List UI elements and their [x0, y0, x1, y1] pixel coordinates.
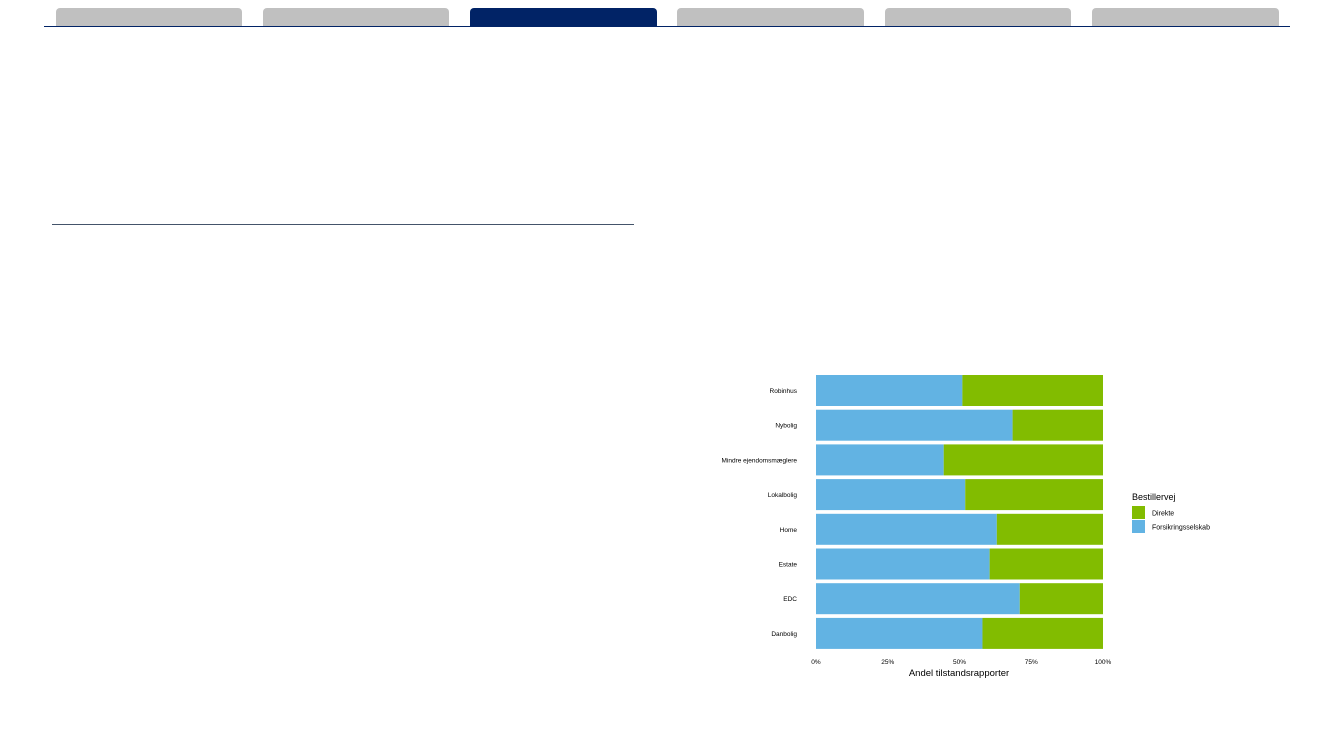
tab-5[interactable] — [885, 8, 1071, 27]
x-tick-label: 50% — [953, 659, 966, 666]
tab-bar-divider — [44, 26, 1290, 27]
bar-direkte-3 — [965, 479, 1103, 511]
x-tick-label: 75% — [1025, 659, 1038, 666]
bar-forsikringsselskab-2 — [816, 444, 944, 476]
category-label: Mindre ejendomsmæglere — [721, 457, 797, 464]
bar-forsikringsselskab-0 — [816, 375, 963, 406]
category-label: Danbolig — [771, 631, 797, 638]
category-label: Nybolig — [775, 423, 797, 430]
bar-direkte-7 — [982, 617, 1103, 649]
tab-bar — [0, 0, 1333, 28]
legend-label: Direkte — [1152, 511, 1174, 518]
tab-4[interactable] — [677, 8, 864, 27]
bar-direkte-5 — [989, 548, 1103, 580]
bar-forsikringsselskab-7 — [816, 617, 983, 649]
section-divider — [52, 224, 634, 225]
bars-group — [816, 375, 1103, 649]
x-tick-labels: 0% 25% 50% 75% 100% — [811, 659, 1111, 666]
bar-forsikringsselskab-4 — [816, 513, 997, 545]
legend: Bestillervej Direkte Forsikringsselskab — [1132, 492, 1210, 533]
x-axis-label: Andel tilstandsrapporter — [909, 668, 1009, 679]
tab-6[interactable] — [1092, 8, 1279, 27]
bar-forsikringsselskab-6 — [816, 583, 1020, 615]
category-label: Estate — [779, 562, 798, 569]
tab-1[interactable] — [56, 8, 242, 27]
category-label: Robinhus — [770, 388, 798, 395]
bar-direkte-2 — [943, 444, 1103, 476]
x-tick-label: 0% — [811, 659, 821, 666]
legend-swatch-1 — [1132, 520, 1145, 533]
bar-forsikringsselskab-5 — [816, 548, 990, 580]
bar-direkte-4 — [996, 513, 1103, 545]
x-tick-label: 25% — [881, 659, 894, 666]
tab-3-active[interactable] — [470, 8, 657, 27]
bar-forsikringsselskab-1 — [816, 409, 1013, 441]
bar-forsikringsselskab-3 — [816, 479, 966, 511]
bar-direkte-1 — [1012, 409, 1103, 441]
category-label: Home — [780, 527, 798, 534]
category-label: EDC — [783, 596, 797, 603]
category-labels: Robinhus Nybolig Mindre ejendomsmæglere Lok… — [721, 388, 797, 638]
legend-title: Bestillervej — [1132, 492, 1176, 502]
bar-direkte-6 — [1019, 583, 1103, 615]
category-label: Lokalbolig — [768, 492, 798, 499]
tab-2[interactable] — [263, 8, 449, 27]
bar-direkte-0 — [962, 375, 1103, 406]
x-tick-label: 100% — [1095, 659, 1112, 666]
legend-label: Forsikringsselskab — [1152, 525, 1210, 532]
legend-swatch-0 — [1132, 506, 1145, 519]
